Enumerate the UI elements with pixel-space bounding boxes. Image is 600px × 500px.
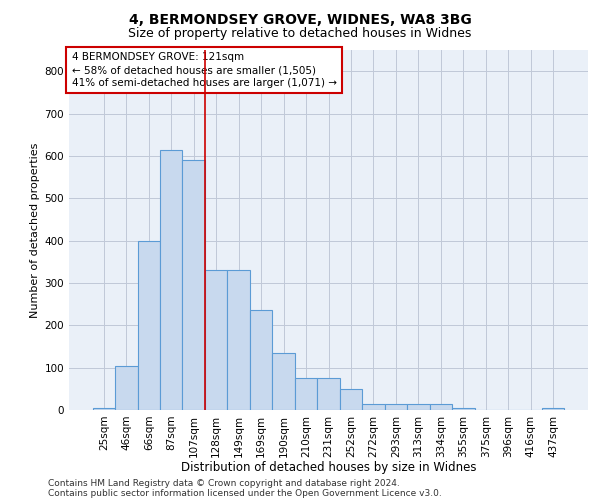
Bar [227,270,250,410]
Bar [317,378,340,410]
Bar [362,404,385,410]
Bar [430,404,452,410]
Bar [295,378,317,410]
Bar [272,353,295,410]
Bar [205,270,227,410]
Bar [385,404,407,410]
Bar [407,404,430,410]
Bar [452,408,475,410]
Bar [115,366,137,410]
Text: 4, BERMONDSEY GROVE, WIDNES, WA8 3BG: 4, BERMONDSEY GROVE, WIDNES, WA8 3BG [128,12,472,26]
Bar [542,408,565,410]
Bar [137,240,160,410]
Text: Contains HM Land Registry data © Crown copyright and database right 2024.: Contains HM Land Registry data © Crown c… [48,478,400,488]
Bar [340,389,362,410]
Bar [250,310,272,410]
Y-axis label: Number of detached properties: Number of detached properties [31,142,40,318]
X-axis label: Distribution of detached houses by size in Widnes: Distribution of detached houses by size … [181,461,476,474]
Bar [92,408,115,410]
Text: Contains public sector information licensed under the Open Government Licence v3: Contains public sector information licen… [48,488,442,498]
Bar [160,150,182,410]
Text: Size of property relative to detached houses in Widnes: Size of property relative to detached ho… [128,28,472,40]
Text: 4 BERMONDSEY GROVE: 121sqm
← 58% of detached houses are smaller (1,505)
41% of s: 4 BERMONDSEY GROVE: 121sqm ← 58% of deta… [71,52,337,88]
Bar [182,160,205,410]
